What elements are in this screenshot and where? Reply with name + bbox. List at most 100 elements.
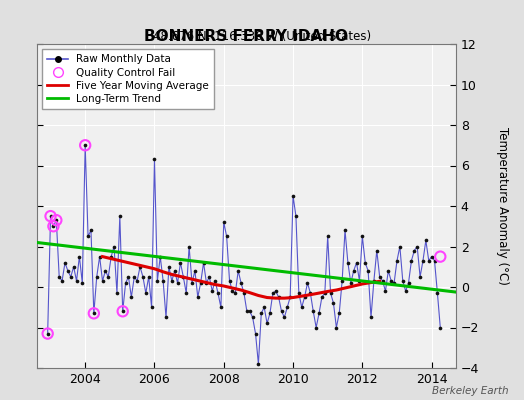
Point <box>81 142 90 148</box>
Point <box>70 264 78 270</box>
Point <box>234 268 243 274</box>
Point <box>170 268 179 274</box>
Point <box>329 300 337 306</box>
Point <box>223 233 231 240</box>
Y-axis label: Temperature Anomaly (°C): Temperature Anomaly (°C) <box>496 127 509 285</box>
Text: Berkeley Earth: Berkeley Earth <box>432 386 508 396</box>
Point <box>358 233 366 240</box>
Point <box>407 258 416 264</box>
Point <box>312 324 320 331</box>
Point <box>150 156 159 163</box>
Point <box>436 324 444 331</box>
Text: 48.676 N, 116.336 W (United States): 48.676 N, 116.336 W (United States) <box>153 30 371 43</box>
Point <box>306 290 314 296</box>
Point <box>124 274 133 280</box>
Point <box>208 288 216 294</box>
Point <box>263 320 271 327</box>
Point <box>237 280 245 286</box>
Point <box>220 219 228 226</box>
Point <box>64 268 72 274</box>
Point <box>341 227 349 234</box>
Point <box>43 330 52 337</box>
Point <box>240 290 248 296</box>
Point <box>283 304 291 310</box>
Point <box>75 254 84 260</box>
Point <box>243 308 251 314</box>
Point <box>344 260 352 266</box>
Point <box>110 243 118 250</box>
Point <box>136 264 144 270</box>
Point <box>410 247 419 254</box>
Point <box>373 247 381 254</box>
Point <box>370 278 378 284</box>
Point <box>46 213 54 219</box>
Point <box>378 278 387 284</box>
Point <box>81 142 90 148</box>
Point <box>225 278 234 284</box>
Point <box>254 361 263 367</box>
Point <box>231 290 239 296</box>
Point <box>352 260 361 266</box>
Point <box>332 324 341 331</box>
Point <box>298 304 306 310</box>
Point <box>43 330 52 337</box>
Point <box>185 243 193 250</box>
Point <box>214 290 222 296</box>
Point <box>165 264 173 270</box>
Point <box>303 280 312 286</box>
Point <box>90 310 98 316</box>
Point <box>159 278 167 284</box>
Point <box>266 310 274 316</box>
Point <box>107 254 115 260</box>
Point <box>95 254 104 260</box>
Point <box>139 274 147 280</box>
Point <box>364 268 373 274</box>
Point <box>350 268 358 274</box>
Point <box>387 278 396 284</box>
Point <box>413 243 421 250</box>
Point <box>228 288 237 294</box>
Point <box>424 258 433 264</box>
Point <box>147 304 156 310</box>
Point <box>99 278 107 284</box>
Point <box>205 274 213 280</box>
Point <box>101 268 110 274</box>
Point <box>127 294 136 300</box>
Point <box>202 280 211 286</box>
Point <box>179 274 188 280</box>
Point <box>416 274 424 280</box>
Point <box>315 310 323 316</box>
Point <box>58 278 66 284</box>
Point <box>280 314 289 320</box>
Point <box>78 280 86 286</box>
Point <box>176 260 184 266</box>
Point <box>419 258 427 264</box>
Point <box>162 314 170 320</box>
Point <box>318 294 326 300</box>
Point <box>188 280 196 286</box>
Point <box>376 274 384 280</box>
Point <box>257 310 266 316</box>
Point <box>122 280 130 286</box>
Point <box>390 280 398 286</box>
Point <box>260 304 268 310</box>
Point <box>436 254 444 260</box>
Point <box>46 213 54 219</box>
Point <box>130 274 138 280</box>
Point <box>294 290 303 296</box>
Point <box>428 254 436 260</box>
Point <box>113 290 121 296</box>
Point <box>182 290 190 296</box>
Point <box>399 278 407 284</box>
Legend: Raw Monthly Data, Quality Control Fail, Five Year Moving Average, Long-Term Tren: Raw Monthly Data, Quality Control Fail, … <box>42 49 214 109</box>
Point <box>168 278 176 284</box>
Point <box>133 278 141 284</box>
Point <box>384 268 392 274</box>
Point <box>289 193 297 199</box>
Point <box>248 314 257 320</box>
Point <box>217 304 225 310</box>
Point <box>396 243 404 250</box>
Point <box>141 290 150 296</box>
Point <box>211 278 219 284</box>
Point <box>52 217 60 223</box>
